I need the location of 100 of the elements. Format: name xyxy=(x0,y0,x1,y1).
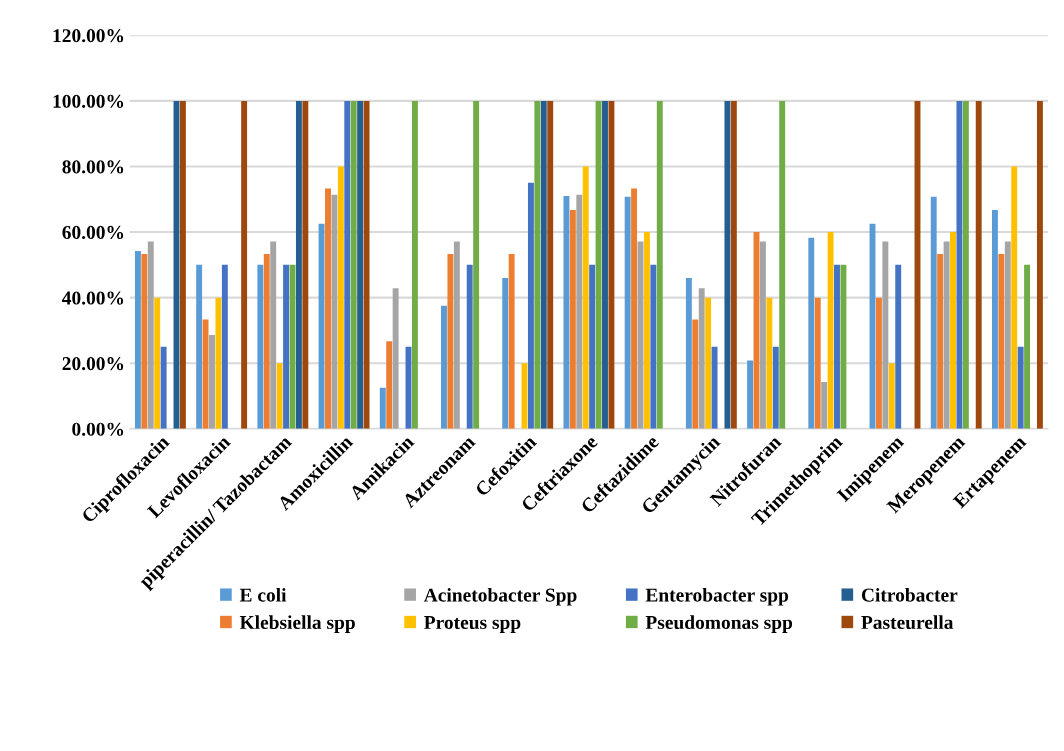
bar xyxy=(344,100,351,429)
bar xyxy=(363,100,370,429)
bar xyxy=(595,100,602,429)
bar xyxy=(270,241,277,429)
legend-label: Enterobacter spp xyxy=(645,587,789,606)
bar xyxy=(1036,100,1043,429)
bar xyxy=(453,241,460,429)
bar xyxy=(821,381,828,429)
bar xyxy=(656,100,663,429)
bar xyxy=(276,363,283,429)
bar xyxy=(956,100,963,429)
bar xyxy=(141,254,148,429)
bar xyxy=(576,194,583,429)
y-tick-label: 120.00% xyxy=(53,29,124,43)
bar xyxy=(337,166,344,429)
bar xyxy=(1011,166,1018,429)
y-tick-label: 0.00% xyxy=(72,422,124,436)
bar xyxy=(730,100,737,429)
bar xyxy=(711,346,718,429)
bar xyxy=(698,288,705,429)
legend-label: Proteus spp xyxy=(424,616,521,633)
bar xyxy=(473,100,480,429)
bar xyxy=(930,196,937,429)
bar xyxy=(1017,346,1024,429)
legend-label: Klebsiella spp xyxy=(239,615,355,633)
bar xyxy=(943,241,950,429)
bar xyxy=(650,264,657,429)
bar xyxy=(263,254,270,429)
bar xyxy=(202,319,209,429)
bar xyxy=(772,346,779,429)
bar xyxy=(154,297,161,429)
bar xyxy=(466,264,473,429)
bar xyxy=(386,341,393,429)
bar xyxy=(295,100,302,429)
bar xyxy=(602,100,608,429)
bar xyxy=(257,264,264,429)
bar xyxy=(747,360,754,429)
bar xyxy=(692,319,699,429)
bar xyxy=(318,223,325,429)
bar xyxy=(875,297,882,429)
bar xyxy=(589,264,596,429)
bar xyxy=(814,297,821,429)
bar xyxy=(325,188,331,429)
bar xyxy=(569,210,576,429)
bar xyxy=(502,277,509,429)
bar xyxy=(888,363,895,429)
bar xyxy=(134,251,141,429)
bar xyxy=(643,232,650,429)
y-tick-label: 40.00% xyxy=(62,291,124,305)
bar xyxy=(392,288,399,429)
bar xyxy=(950,232,956,429)
bar xyxy=(196,264,203,429)
bar xyxy=(1024,264,1031,429)
bar xyxy=(379,387,386,429)
y-tick-label: 20.00% xyxy=(62,357,124,371)
bar xyxy=(975,100,982,429)
bar xyxy=(779,100,786,429)
bar xyxy=(547,100,554,429)
bar xyxy=(331,194,338,429)
bar xyxy=(827,232,834,429)
bar xyxy=(534,100,541,429)
bar xyxy=(631,188,638,429)
bar xyxy=(840,264,847,429)
bar xyxy=(147,241,154,429)
bar xyxy=(705,297,712,429)
bar xyxy=(1004,241,1011,429)
bar xyxy=(221,264,228,429)
bar xyxy=(808,237,815,429)
bar xyxy=(215,297,222,429)
bar xyxy=(179,100,186,429)
y-tick-label: 80.00% xyxy=(62,160,124,174)
y-tick-label: 60.00% xyxy=(62,225,124,240)
bar xyxy=(882,241,889,429)
bar xyxy=(724,100,731,429)
y-tick-label: 100.00% xyxy=(53,94,124,108)
bar xyxy=(447,254,454,429)
bar xyxy=(527,182,534,429)
bar xyxy=(283,264,290,429)
bar xyxy=(991,210,998,429)
bar xyxy=(608,100,615,429)
bar xyxy=(160,346,167,429)
bar xyxy=(834,264,840,429)
legend-label: Citrobacter xyxy=(861,587,958,602)
bar xyxy=(937,254,944,429)
bar xyxy=(540,100,547,429)
bar xyxy=(582,166,589,429)
bar xyxy=(895,264,902,429)
bar xyxy=(685,277,692,429)
legend-label: Pasteurella xyxy=(861,615,954,630)
bar xyxy=(209,335,215,429)
legend-label: E coli xyxy=(239,587,287,602)
bar xyxy=(350,100,357,429)
bar xyxy=(302,100,309,429)
bar xyxy=(508,254,515,429)
bar xyxy=(241,100,248,429)
bar xyxy=(563,195,570,429)
bar xyxy=(962,100,969,429)
bar xyxy=(998,254,1005,429)
bar xyxy=(441,305,447,429)
bar xyxy=(357,100,364,429)
